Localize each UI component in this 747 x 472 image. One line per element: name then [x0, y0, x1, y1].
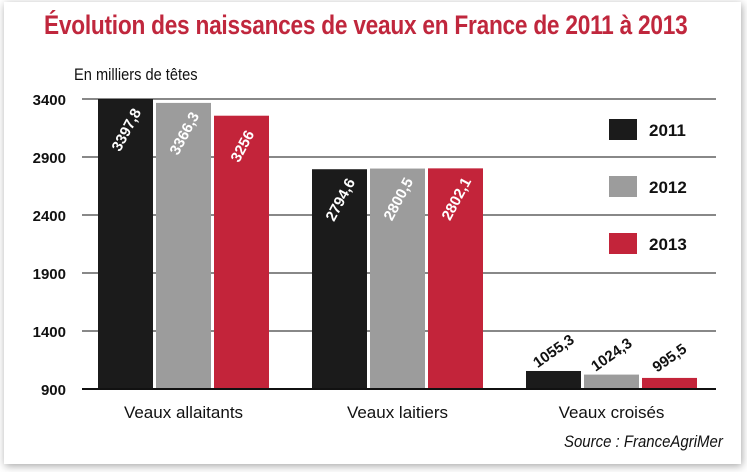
bar [428, 168, 483, 389]
bar [642, 377, 697, 389]
y-tick-label: 900 [41, 382, 66, 399]
bar [214, 115, 269, 389]
y-tick-label: 1400 [33, 324, 66, 341]
chart-title: Évolution des naissances de veaux en Fra… [44, 10, 688, 40]
chart-frame: Évolution des naissances de veaux en Fra… [4, 2, 741, 464]
bar-value-label: 1055,3 [530, 331, 577, 371]
legend-swatch [609, 119, 637, 140]
y-tick-label: 1900 [33, 266, 66, 283]
x-tick-label: Veaux croisés [559, 403, 665, 422]
legend-label: 2012 [649, 178, 687, 197]
y-tick-label: 2400 [33, 208, 66, 225]
bar [584, 374, 639, 389]
bar [156, 102, 211, 389]
unit-label: En milliers de têtes [74, 65, 198, 84]
source-note: Source : FranceAgriMer [564, 432, 723, 451]
bar-value-label: 995,5 [650, 341, 691, 376]
bar [526, 370, 581, 389]
x-tick-label: Veaux allaitants [124, 403, 243, 422]
bar-value-label: 1024,3 [588, 335, 635, 375]
y-tick-label: 3400 [33, 92, 66, 109]
y-tick-label: 2900 [33, 150, 66, 167]
bar [370, 168, 425, 389]
x-tick-label: Veaux laitiers [347, 403, 448, 422]
legend-label: 2013 [649, 235, 687, 254]
bar [98, 99, 153, 390]
legend-swatch [609, 233, 637, 254]
bar [312, 169, 367, 389]
legend-swatch [609, 176, 637, 197]
legend-label: 2011 [649, 121, 686, 140]
